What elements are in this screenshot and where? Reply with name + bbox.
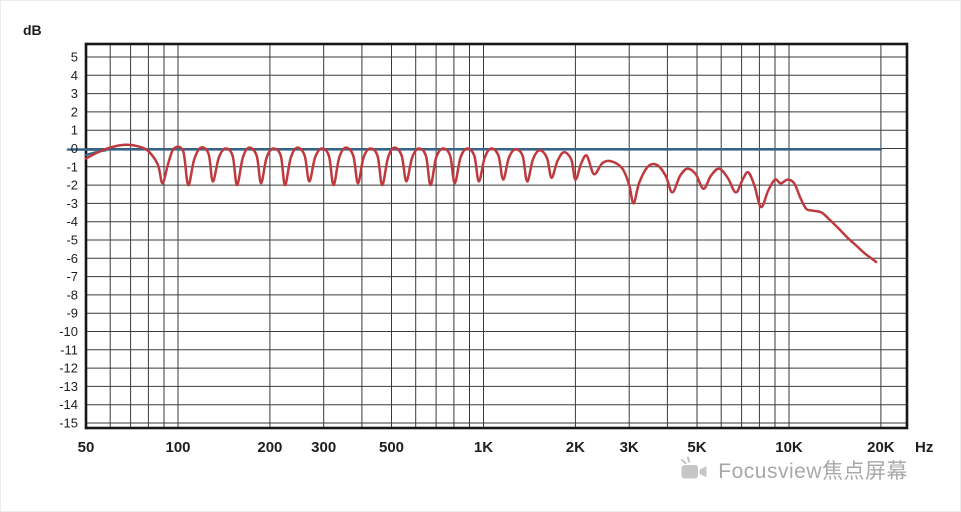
y-tick-label: 0 (71, 141, 78, 156)
watermark: Focusview焦点屏幕 (679, 455, 908, 485)
y-tick-label: 4 (71, 68, 78, 83)
y-tick-label: -2 (66, 178, 78, 193)
y-tick-label: -5 (66, 233, 78, 248)
camera-icon (681, 456, 707, 479)
x-tick-label: 1K (474, 439, 493, 456)
x-tick-label: 20K (867, 439, 895, 456)
y-tick-label: -8 (66, 287, 78, 302)
x-tick-label: 2K (566, 439, 585, 456)
y-tick-label: -9 (66, 306, 78, 321)
x-tick-label: 500 (379, 439, 404, 456)
y-tick-label: -3 (66, 196, 78, 211)
y-axis-unit-label: dB (23, 22, 42, 38)
x-tick-label: 3K (620, 439, 639, 456)
x-axis-unit-label: Hz (915, 439, 933, 456)
y-tick-label: 2 (71, 104, 78, 119)
y-tick-label: -15 (59, 416, 78, 431)
y-tick-label: -1 (66, 159, 78, 174)
y-tick-label: 3 (71, 86, 78, 101)
y-tick-label: -13 (59, 379, 78, 394)
x-tick-label: 50 (78, 439, 95, 456)
x-tick-label: 300 (311, 439, 336, 456)
x-tick-label: 200 (257, 439, 282, 456)
y-tick-label: -14 (59, 397, 78, 412)
y-tick-label: -6 (66, 251, 78, 266)
series-measured-response (84, 143, 878, 264)
y-tick-label: 5 (71, 50, 78, 65)
y-tick-label: 1 (71, 123, 78, 138)
y-tick-label: -4 (66, 214, 78, 229)
y-tick-label: -11 (60, 342, 78, 357)
y-tick-label: -12 (59, 361, 78, 376)
y-tick-label: -7 (66, 269, 78, 284)
x-tick-label: 10K (775, 439, 803, 456)
x-tick-label: 100 (165, 439, 190, 456)
plot-border (84, 42, 909, 430)
y-tick-label: -10 (59, 324, 78, 339)
watermark-text: Focusview焦点屏幕 (718, 460, 908, 483)
x-tick-label: 5K (687, 439, 706, 456)
